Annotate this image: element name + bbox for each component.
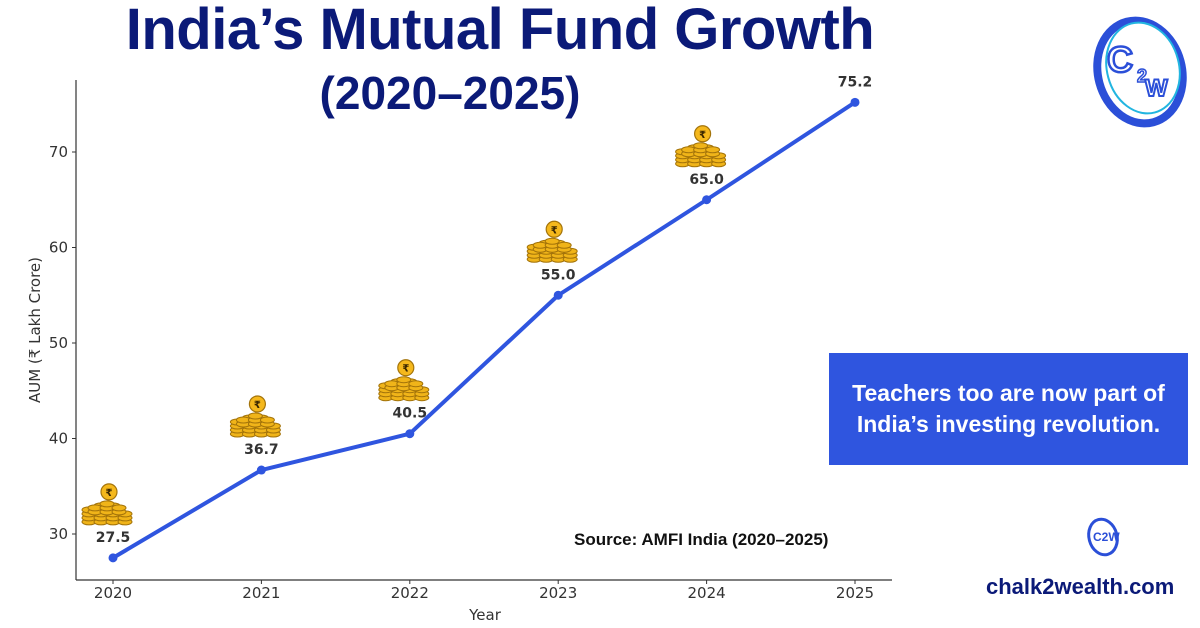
source-note: Source: AMFI India (2020–2025): [574, 530, 829, 549]
chart-subtitle: (2020–2025): [319, 67, 581, 119]
x-tick-label: 2020: [94, 584, 132, 602]
svg-text:W: W: [1145, 75, 1168, 102]
svg-text:₹: ₹: [254, 400, 261, 411]
data-point: [108, 553, 118, 563]
x-tick-label: 2024: [688, 584, 726, 602]
svg-text:₹: ₹: [699, 130, 706, 141]
svg-text:C2W: C2W: [1093, 530, 1120, 544]
svg-text:₹: ₹: [402, 364, 409, 375]
svg-text:C: C: [1107, 39, 1133, 80]
data-point: [405, 429, 415, 439]
svg-text:₹: ₹: [551, 225, 558, 236]
y-tick-label: 40: [49, 430, 68, 448]
y-tick-label: 60: [49, 239, 68, 257]
coin-stack-icon: ₹: [526, 220, 578, 263]
y-tick-label: 50: [49, 334, 68, 352]
callout-box: Teachers too are now part of India’s inv…: [829, 353, 1188, 465]
callout-text: Teachers too are now part of India’s inv…: [852, 379, 1165, 437]
c2w-logo: C 2 W: [1093, 16, 1187, 128]
data-point: [553, 290, 563, 300]
series-line: [111, 100, 857, 560]
website-link[interactable]: chalk2wealth.com: [986, 574, 1175, 599]
x-tick-label: 2021: [242, 584, 280, 602]
c2w-small-logo: C2W: [1087, 517, 1120, 557]
data-label: 75.2: [838, 74, 873, 90]
coin-stack-icon: ₹: [81, 483, 133, 526]
svg-text:2: 2: [1137, 66, 1147, 86]
chart-title: India’s Mutual Fund Growth: [125, 0, 875, 62]
data-label: 40.5: [393, 406, 428, 422]
y-tick-label: 30: [49, 525, 68, 543]
coin-stack-icon: ₹: [675, 125, 727, 168]
data-label: 27.5: [96, 530, 131, 546]
data-label: 55.0: [541, 267, 576, 283]
data-label: 65.0: [689, 172, 724, 188]
x-tick-label: 2025: [836, 584, 874, 602]
data-point: [256, 465, 266, 475]
x-tick-label: 2023: [539, 584, 577, 602]
coin-stack-icon: ₹: [229, 395, 281, 438]
svg-text:₹: ₹: [106, 488, 113, 499]
data-label: 36.7: [244, 442, 279, 458]
x-tick-label: 2022: [391, 584, 429, 602]
data-point: [702, 195, 712, 205]
data-point: [850, 97, 860, 107]
x-axis-label: Year: [468, 606, 502, 624]
y-tick-label: 70: [49, 143, 68, 161]
coin-stack-icon: ₹: [378, 359, 430, 402]
y-axis-label: AUM (₹ Lakh Crore): [26, 257, 44, 403]
